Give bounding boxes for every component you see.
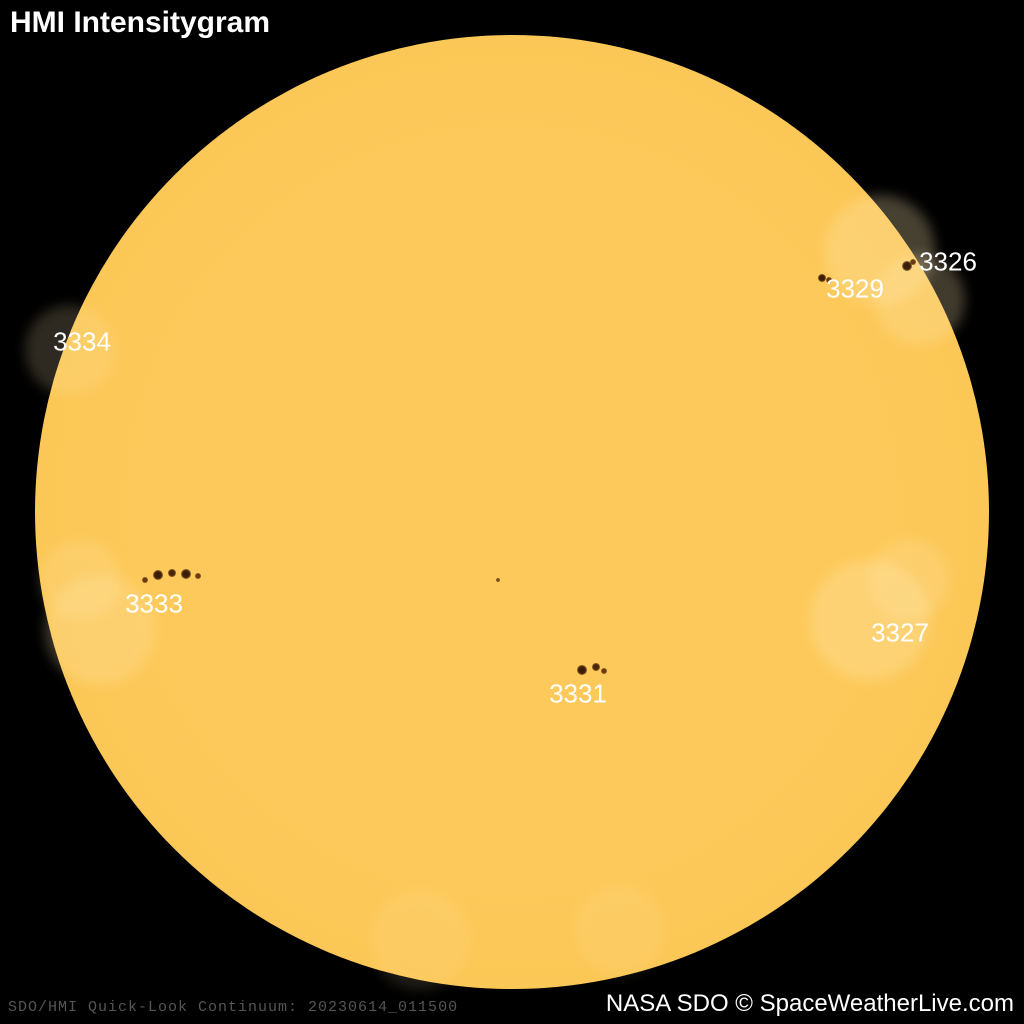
facula xyxy=(575,885,665,975)
intensitygram-canvas: 3326 3329 3334 3333 3331 3327 HMI Intensitygr… xyxy=(0,0,1024,1024)
facula xyxy=(370,890,470,990)
image-credit: NASA SDO © SpaceWeatherLive.com xyxy=(606,990,1014,1018)
sunspot xyxy=(592,663,600,671)
region-label-3331: 3331 xyxy=(549,679,607,710)
facula xyxy=(870,540,950,620)
region-label-3334: 3334 xyxy=(53,327,111,358)
region-label-3329: 3329 xyxy=(826,274,884,305)
continuum-timestamp: SDO/HMI Quick-Look Continuum: 20230614_0… xyxy=(8,999,458,1016)
sunspot xyxy=(153,570,163,580)
sunspot xyxy=(142,577,148,583)
sunspot xyxy=(601,668,607,674)
region-label-3333: 3333 xyxy=(125,589,183,620)
facula xyxy=(40,540,120,620)
sunspot xyxy=(910,259,916,265)
solar-disk xyxy=(35,35,989,989)
region-label-3327: 3327 xyxy=(871,618,929,649)
sunspot xyxy=(181,569,191,579)
region-label-3326: 3326 xyxy=(919,247,977,278)
sunspot xyxy=(496,578,500,582)
sunspot xyxy=(818,274,826,282)
image-title: HMI Intensitygram xyxy=(10,6,270,40)
sunspot xyxy=(577,665,587,675)
sunspot xyxy=(195,573,201,579)
sunspot xyxy=(168,569,176,577)
